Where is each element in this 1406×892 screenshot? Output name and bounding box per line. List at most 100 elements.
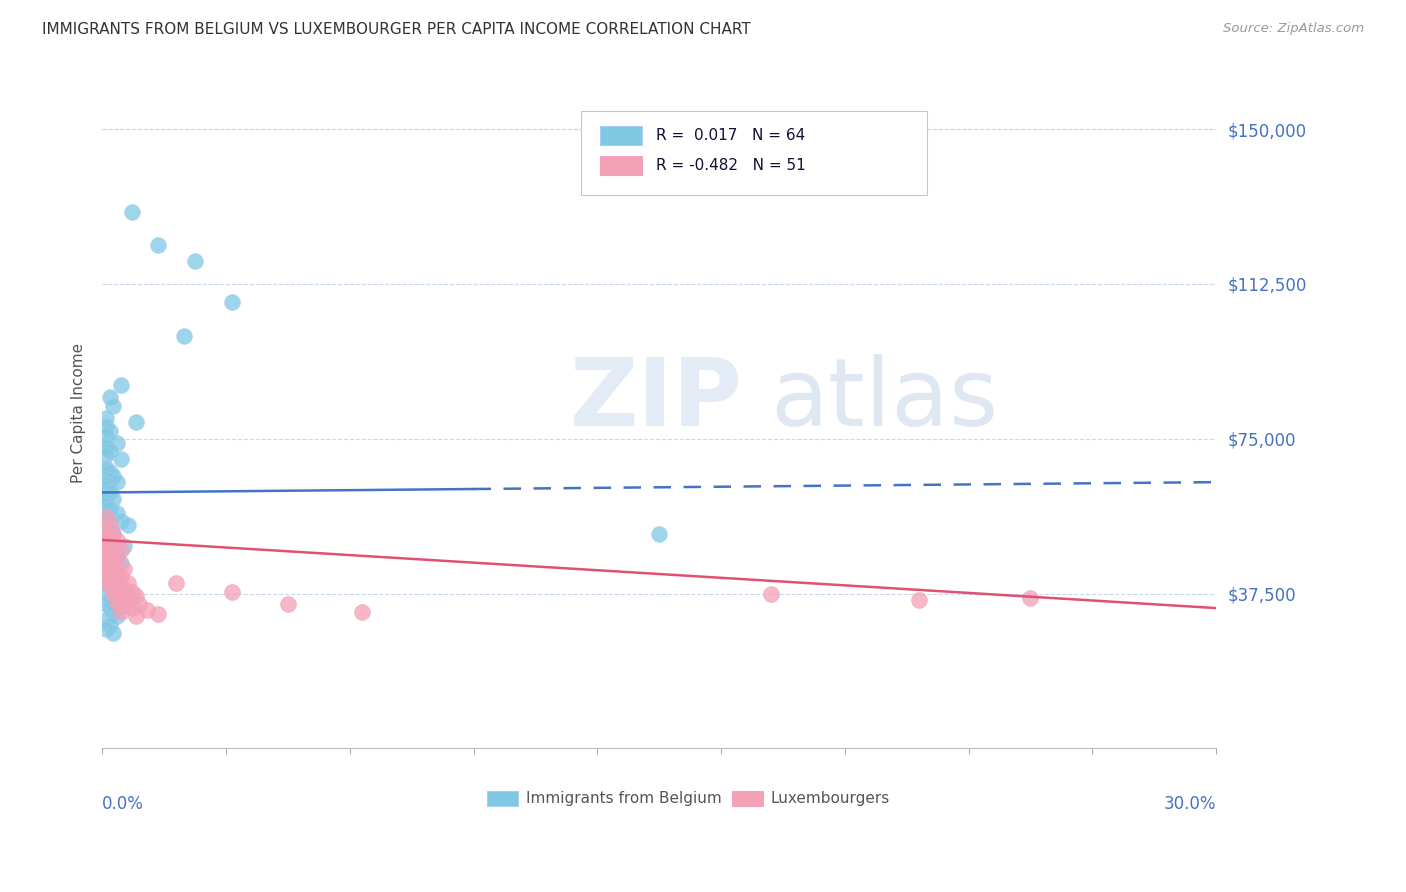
Point [105, 551, 128, 566]
Point [135, 603, 157, 617]
Point [105, 475, 128, 490]
Point [98, 424, 121, 438]
Point [105, 595, 128, 609]
Point [94, 529, 117, 543]
Text: IMMIGRANTS FROM BELGIUM VS LUXEMBOURGER PER CAPITA INCOME CORRELATION CHART: IMMIGRANTS FROM BELGIUM VS LUXEMBOURGER … [42, 22, 751, 37]
Point [94, 448, 117, 462]
Point [110, 556, 132, 570]
Point [94, 541, 117, 556]
Point [103, 526, 125, 541]
Point [221, 295, 243, 310]
Point [110, 591, 132, 605]
Point [98, 502, 121, 516]
Point [98, 391, 121, 405]
Point [908, 592, 931, 607]
Point [94, 584, 117, 599]
Point [94, 493, 117, 508]
Point [103, 548, 125, 562]
Text: Source: ZipAtlas.com: Source: ZipAtlas.com [1223, 22, 1364, 36]
Point [166, 576, 188, 591]
Point [110, 378, 132, 392]
Point [352, 605, 374, 619]
Point [277, 597, 299, 611]
Text: 0.0%: 0.0% [103, 796, 143, 814]
Point [94, 463, 117, 477]
Point [98, 518, 121, 533]
Point [110, 605, 132, 619]
Point [98, 523, 121, 537]
Point [98, 545, 121, 559]
Point [98, 531, 121, 545]
Point [105, 548, 128, 562]
Point [117, 576, 139, 591]
Point [98, 578, 121, 592]
Point [105, 566, 128, 580]
Point [128, 597, 150, 611]
Point [94, 614, 117, 628]
Point [1019, 591, 1042, 605]
Point [117, 592, 139, 607]
Point [94, 438, 117, 452]
Point [94, 564, 117, 578]
Point [94, 622, 117, 636]
Point [117, 518, 139, 533]
Point [94, 574, 117, 589]
Text: R =  0.017   N = 64: R = 0.017 N = 64 [655, 128, 806, 143]
Point [94, 510, 117, 524]
Point [94, 498, 117, 512]
Point [124, 589, 146, 603]
Point [105, 581, 128, 595]
Point [94, 440, 117, 454]
Point [94, 419, 117, 434]
Point [103, 568, 125, 582]
Point [105, 506, 128, 520]
Point [105, 609, 128, 624]
Text: Immigrants from Belgium: Immigrants from Belgium [526, 790, 721, 805]
Point [121, 601, 143, 615]
Text: R = -0.482   N = 51: R = -0.482 N = 51 [655, 158, 806, 173]
Point [121, 584, 143, 599]
Point [94, 564, 117, 578]
Point [94, 531, 117, 545]
Point [124, 609, 146, 624]
Point [146, 237, 169, 252]
Text: atlas: atlas [770, 353, 998, 445]
Point [98, 559, 121, 574]
Point [98, 559, 121, 574]
Text: Luxembourgers: Luxembourgers [770, 790, 890, 805]
Point [124, 415, 146, 429]
Y-axis label: Per Capita Income: Per Capita Income [72, 343, 86, 483]
Point [94, 549, 117, 564]
Point [759, 586, 782, 600]
Text: 30.0%: 30.0% [1164, 796, 1216, 814]
Point [98, 485, 121, 500]
Point [103, 586, 125, 600]
Point [114, 562, 136, 576]
Point [648, 526, 671, 541]
Point [98, 444, 121, 458]
Point [105, 581, 128, 595]
Point [105, 533, 128, 547]
Point [103, 543, 125, 558]
Point [173, 328, 195, 343]
FancyBboxPatch shape [600, 126, 643, 145]
Point [98, 592, 121, 607]
Point [98, 553, 121, 567]
Point [105, 436, 128, 450]
Point [121, 204, 143, 219]
Point [94, 510, 117, 524]
Point [98, 539, 121, 553]
Point [110, 514, 132, 528]
Point [103, 572, 125, 586]
Point [103, 526, 125, 541]
FancyBboxPatch shape [486, 790, 517, 805]
Point [103, 605, 125, 619]
Point [103, 469, 125, 483]
Point [94, 477, 117, 491]
Point [184, 254, 207, 268]
Point [103, 537, 125, 551]
Point [98, 535, 121, 549]
Point [94, 551, 117, 566]
Point [94, 512, 117, 526]
Point [94, 490, 117, 504]
